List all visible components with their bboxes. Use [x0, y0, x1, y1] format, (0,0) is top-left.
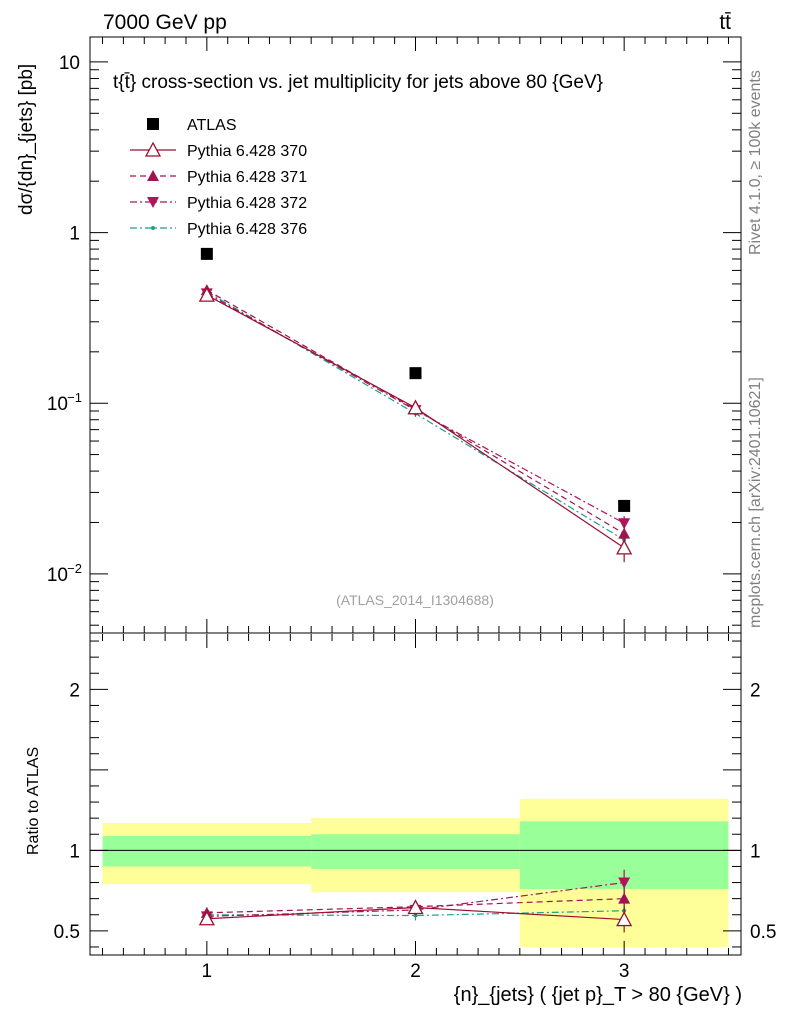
energy-label: 7000 GeV pp: [103, 11, 227, 34]
analysis-id: (ATLAS_2014_I1304688): [336, 592, 494, 608]
main-point-atlas: [200, 247, 213, 260]
ratio-y-tick-label: 2: [69, 680, 80, 701]
y-tick-label: 10: [47, 394, 68, 415]
ratio-point-p372: [618, 877, 631, 889]
main-point-atlas: [409, 367, 422, 380]
main-line-p370: [206, 294, 625, 549]
ratio-y-axis-label: Ratio to ATLAS: [25, 747, 42, 855]
y-tick-exponent: −1: [67, 390, 82, 405]
main-point-p370: [198, 286, 215, 302]
legend-label-p376: Pythia 6.428 376: [187, 221, 307, 238]
ratio-line-p372: [206, 881, 625, 917]
ratio-bands-layer: [90, 798, 741, 947]
ratio-y-tick-label: 0.5: [54, 922, 80, 943]
plot-title: t{t̄} cross-section vs. jet multiplicity…: [113, 72, 603, 93]
ratio-point-p370: [198, 910, 215, 926]
ratio-point-p370: [407, 899, 424, 915]
legend: ATLAS Pythia 6.428 370 Pythia 6.428 371 Pyt…: [130, 117, 307, 238]
ratio-band-inner-2: [311, 834, 520, 869]
y-tick-label: 1: [69, 224, 80, 245]
legend-label-p371: Pythia 6.428 371: [187, 169, 307, 186]
ratio-line-p376: [206, 910, 625, 917]
ratio-y-tick-label-right: 0.5: [750, 922, 776, 943]
legend-marker-p371: [147, 170, 159, 181]
main-point-atlas: [618, 499, 631, 512]
y-tick-exponent: −2: [67, 561, 82, 576]
x-tick-label: 3: [619, 961, 630, 982]
ratio-y-tick-label: 1: [69, 841, 80, 862]
y-tick-label: 10: [59, 53, 80, 74]
legend-label-atlas: ATLAS: [187, 117, 237, 134]
ratio-band-inner-1: [102, 835, 312, 867]
legend-marker-atlas: [147, 118, 159, 130]
main-point-p370: [616, 539, 633, 555]
ratio-point-p371: [618, 892, 631, 904]
legend-marker-p370: [144, 141, 162, 157]
x-tick-label: 2: [410, 961, 421, 982]
x-tick-label: 1: [202, 961, 213, 982]
mcplots-label: mcplots.cern.ch [arXiv:2401.10621]: [747, 377, 764, 628]
ratio-y-tick-label-right: 1: [750, 841, 761, 862]
legend-marker-p376: [151, 226, 155, 230]
main-y-axis-label: dσ/{dn}_{jets} [pb]: [16, 64, 37, 215]
legend-label-p370: Pythia 6.428 370: [187, 143, 307, 160]
x-axis-label: {n}_{jets} ( {jet p}_T > 80 {GeV} ): [454, 984, 742, 1006]
rivet-label: Rivet 4.1.0, ≥ 100k events: [747, 70, 764, 255]
main-point-p371: [618, 527, 631, 539]
main-point-p372: [618, 518, 631, 530]
legend-label-p372: Pythia 6.428 372: [187, 195, 307, 212]
ratio-series-layer: [198, 869, 633, 933]
process-label: tt̄: [719, 11, 731, 34]
ratio-y-tick-label-right: 2: [750, 680, 761, 701]
ratio-point-p370: [616, 911, 633, 927]
main-series-layer: [198, 247, 633, 563]
legend-marker-p372: [147, 197, 159, 208]
main-point-p370: [407, 399, 424, 415]
y-tick-label: 10: [47, 565, 68, 586]
